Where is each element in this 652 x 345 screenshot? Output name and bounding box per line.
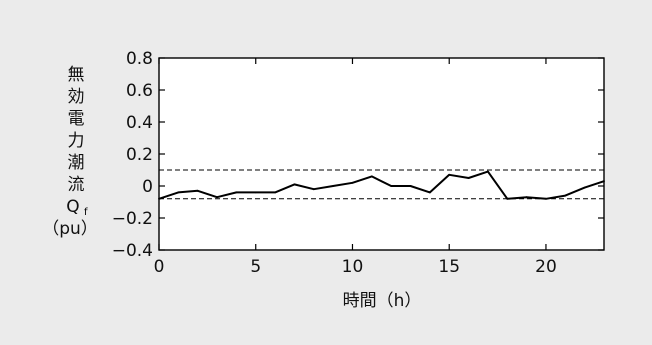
y-axis-title-char: 力 (68, 131, 85, 151)
data-point (216, 196, 218, 199)
data-point (332, 185, 335, 187)
y-tick-label: −0.4 (112, 241, 153, 261)
data-point (603, 180, 605, 183)
data-point (158, 197, 160, 200)
y-axis-title-char: 効 (68, 87, 85, 107)
y-axis-title-char: 潮 (68, 153, 85, 173)
y-axis-title-char: 電 (68, 109, 85, 129)
data-point (351, 181, 354, 184)
data-point (409, 185, 412, 187)
x-tick-label: 5 (250, 257, 261, 277)
x-axis-title: 時間（h） (343, 291, 422, 311)
plot-frame (158, 57, 605, 251)
data-point (525, 196, 528, 199)
data-point (583, 186, 586, 189)
data-point (254, 191, 257, 194)
data-point (196, 189, 199, 192)
y-tick-label: 0.2 (126, 145, 153, 165)
y-axis-title-unit: （pu） (42, 219, 98, 239)
y-axis-title-char: 無 (68, 65, 85, 85)
y-tick-label: 0.8 (126, 49, 153, 69)
data-point (428, 191, 431, 194)
x-tick-label: 15 (438, 257, 460, 277)
data-point (467, 177, 470, 179)
data-point (312, 188, 315, 191)
y-axis-title-symbol: Q (66, 197, 79, 217)
y-tick-label: −0.2 (112, 209, 153, 229)
y-tick-label: 0.4 (126, 113, 153, 133)
x-tick-label: 20 (535, 257, 557, 277)
data-point (390, 185, 393, 187)
data-point (370, 175, 373, 178)
series-line-0 (158, 170, 605, 200)
x-tick-label: 0 (154, 257, 165, 277)
x-tick-label: 10 (342, 257, 364, 277)
series-group (158, 170, 605, 200)
y-tick-label: 0 (142, 177, 153, 197)
reference-lines (159, 169, 604, 200)
data-point (177, 191, 180, 194)
y-axis-title-subscript: f (84, 207, 88, 218)
y-axis-title-char: 流 (68, 175, 85, 195)
data-point (274, 191, 276, 194)
data-point (545, 197, 547, 200)
data-point (448, 173, 451, 176)
x-axis-ticks: 0 5 10 15 20 (154, 58, 557, 277)
data-point (506, 197, 509, 200)
plot-area (158, 57, 605, 251)
data-point (487, 170, 489, 173)
y-tick-label: 0.6 (126, 81, 153, 101)
data-point (235, 191, 238, 194)
data-point (293, 183, 296, 186)
data-point (564, 194, 567, 197)
y-axis-ticks: 0.8 0.6 0.4 0.2 0 −0.2 −0.4 (112, 49, 604, 261)
